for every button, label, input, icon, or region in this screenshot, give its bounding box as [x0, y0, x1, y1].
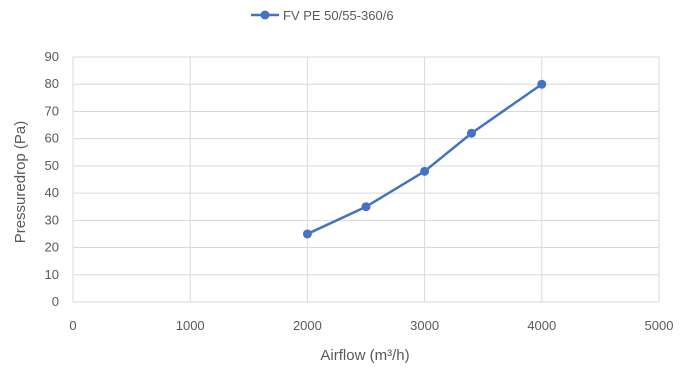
y-tick-label: 60 — [45, 131, 59, 146]
legend-marker — [260, 10, 270, 20]
x-tick-label: 3000 — [410, 318, 439, 333]
data-point — [302, 229, 312, 239]
y-tick-label: 30 — [45, 212, 59, 227]
x-tick-labels: 0 1000 2000 3000 4000 5000 — [69, 318, 673, 333]
x-axis-title: Airflow (m³/h) — [320, 347, 409, 364]
series-layer — [302, 79, 547, 239]
x-tick-label: 5000 — [645, 318, 674, 333]
y-tick-label: 80 — [45, 76, 59, 91]
y-axis-title: Pressuredrop (Pa) — [12, 121, 29, 244]
data-point — [361, 202, 371, 212]
data-point — [537, 79, 547, 89]
y-tick-label: 40 — [45, 185, 59, 200]
x-tick-label: 4000 — [527, 318, 556, 333]
data-point — [420, 166, 430, 176]
data-point — [466, 128, 476, 138]
y-tick-label: 70 — [45, 103, 59, 118]
y-tick-label: 50 — [45, 158, 59, 173]
x-tick-label: 2000 — [293, 318, 322, 333]
x-tick-label: 0 — [69, 318, 76, 333]
gridlines — [72, 56, 660, 303]
y-tick-label: 90 — [45, 49, 59, 64]
legend-label: FV PE 50/55-360/6 — [283, 8, 394, 23]
x-tick-label: 1000 — [176, 318, 205, 333]
y-tick-labels: 0 10 20 30 40 50 60 70 80 90 — [45, 49, 59, 309]
y-tick-label: 0 — [52, 294, 59, 309]
y-tick-label: 10 — [45, 267, 59, 282]
y-tick-label: 20 — [45, 240, 59, 255]
legend: FV PE 50/55-360/6 — [251, 8, 394, 23]
